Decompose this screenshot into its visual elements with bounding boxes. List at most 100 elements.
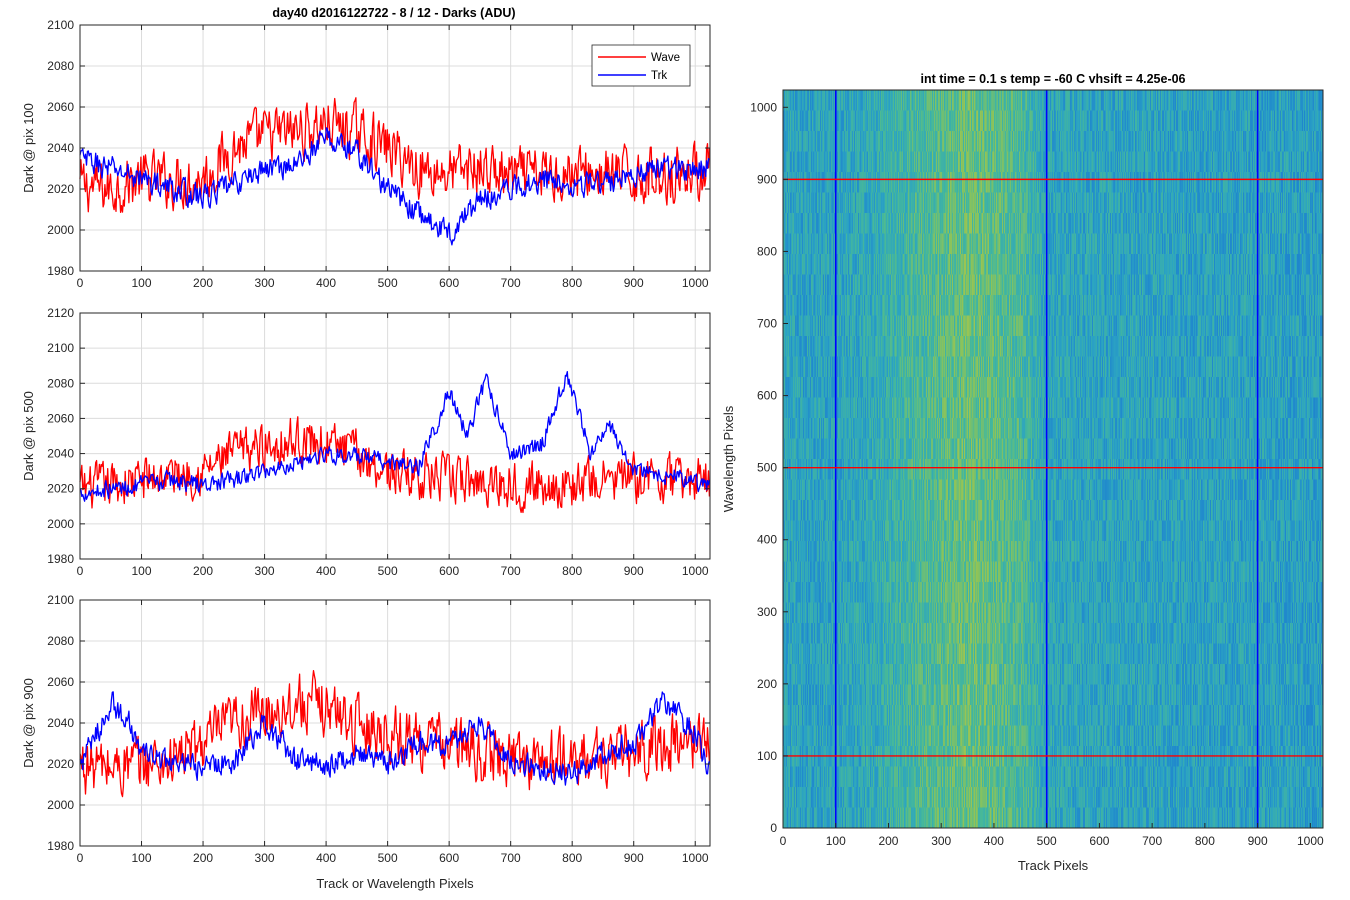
heatmap-cell	[816, 172, 818, 193]
heatmap-cell	[809, 356, 811, 378]
heatmap-cell	[900, 377, 902, 398]
panel-pix900-series	[79, 669, 711, 798]
heatmap-cell	[871, 479, 873, 501]
heatmap-cell	[886, 479, 888, 501]
heatmap-cell	[803, 500, 805, 521]
heatmap-cell	[895, 725, 897, 747]
heatmap-cell	[874, 295, 876, 316]
heatmap-cell	[870, 643, 872, 665]
heatmap-cell	[853, 623, 855, 644]
heatmap-cell	[815, 315, 817, 337]
heatmap-cell	[889, 151, 891, 173]
heatmap-cell	[881, 213, 883, 234]
heatmap-cell	[879, 233, 881, 255]
heatmap-cell	[841, 561, 843, 583]
heatmap-cell	[784, 274, 786, 296]
heatmap-cell	[830, 397, 832, 419]
heatmap-cell	[824, 151, 826, 173]
heatmap-cell	[855, 110, 857, 132]
heatmap-cell	[813, 397, 815, 419]
heatmap-cell	[895, 438, 897, 460]
heatmap-cell	[789, 561, 791, 583]
heatmap-cell	[865, 541, 867, 562]
heatmap-cell	[826, 582, 828, 603]
heatmap-cell	[881, 274, 883, 296]
heatmap-cell	[797, 705, 799, 726]
heatmap-cell	[857, 356, 859, 378]
heatmap-cell	[898, 725, 900, 747]
heatmap-cell	[904, 172, 906, 193]
heatmap-cell	[811, 315, 813, 337]
heatmap-cell	[829, 356, 831, 378]
heatmap-cell	[858, 90, 860, 111]
heatmap-cell	[798, 459, 800, 480]
heatmap-cell	[862, 397, 864, 419]
heatmap-cell	[900, 315, 902, 337]
heatmap-cell	[785, 561, 787, 583]
heatmap-cell	[807, 295, 809, 316]
heatmap-cell	[820, 561, 822, 583]
heatmap-cell	[786, 787, 788, 808]
heatmap-cell	[904, 336, 906, 357]
heatmap-cell	[814, 541, 816, 562]
heatmap-cell	[803, 541, 805, 562]
heatmap-cell	[845, 110, 847, 132]
heatmap-cell	[823, 582, 825, 603]
heatmap-cell	[890, 110, 892, 132]
heatmap-cell	[903, 500, 905, 521]
heatmap-cell	[876, 664, 878, 685]
heatmap-cell	[855, 315, 857, 337]
heatmap-cell	[909, 438, 911, 460]
heatmap-cell	[822, 684, 824, 706]
heatmap-cell	[834, 315, 836, 337]
heatmap-cell	[800, 500, 802, 521]
heatmap-cell	[803, 787, 805, 808]
heatmap-cell	[791, 254, 793, 275]
heatmap-cell	[855, 213, 857, 234]
tick-label-y: 2060	[47, 675, 74, 689]
heatmap-cell	[783, 520, 785, 542]
heatmap-cell	[818, 725, 820, 747]
heatmap-cell	[879, 479, 881, 501]
tick-label-x: 700	[501, 851, 521, 865]
heatmap-cell	[805, 705, 807, 726]
heatmap-cell	[804, 192, 806, 214]
heatmap-cell	[801, 356, 803, 378]
heatmap-cell	[898, 233, 900, 255]
heatmap-cell	[841, 807, 843, 829]
heatmap-cell	[814, 213, 816, 234]
series-line-wave	[79, 669, 711, 798]
heatmap-cell	[811, 213, 813, 234]
heatmap-cell	[872, 582, 874, 603]
heatmap-cell	[880, 459, 882, 480]
heatmap-cell	[786, 438, 788, 460]
heatmap-cell	[849, 274, 851, 296]
heatmap-cell	[911, 295, 913, 316]
heatmap-cell	[832, 131, 834, 152]
heatmap-cell	[791, 90, 793, 111]
heatmap-cell	[906, 438, 908, 460]
heatmap-cell	[845, 807, 847, 829]
heatmap-cell	[899, 336, 901, 357]
heatmap-cell	[883, 397, 885, 419]
heatmap-cell	[909, 151, 911, 173]
heatmap-cell	[794, 274, 796, 296]
heatmap-cell	[902, 500, 904, 521]
heatmap-cell	[858, 397, 860, 419]
heatmap-cell	[806, 192, 808, 214]
heatmap-cell	[853, 664, 855, 685]
heatmap-cell	[857, 479, 859, 501]
heatmap-cell	[830, 356, 832, 378]
heatmap-cell	[905, 582, 907, 603]
heatmap-cell	[791, 274, 793, 296]
heatmap-cell	[867, 643, 869, 665]
heatmap-cell	[864, 151, 866, 173]
heatmap-cell	[875, 623, 877, 644]
heatmap-cell	[837, 561, 839, 583]
heatmap-cell	[810, 582, 812, 603]
heatmap-cell	[861, 438, 863, 460]
heatmap-cell	[910, 397, 912, 419]
heatmap-cell	[896, 295, 898, 316]
heatmap-cell	[894, 705, 896, 726]
heatmap-cell	[849, 131, 851, 152]
